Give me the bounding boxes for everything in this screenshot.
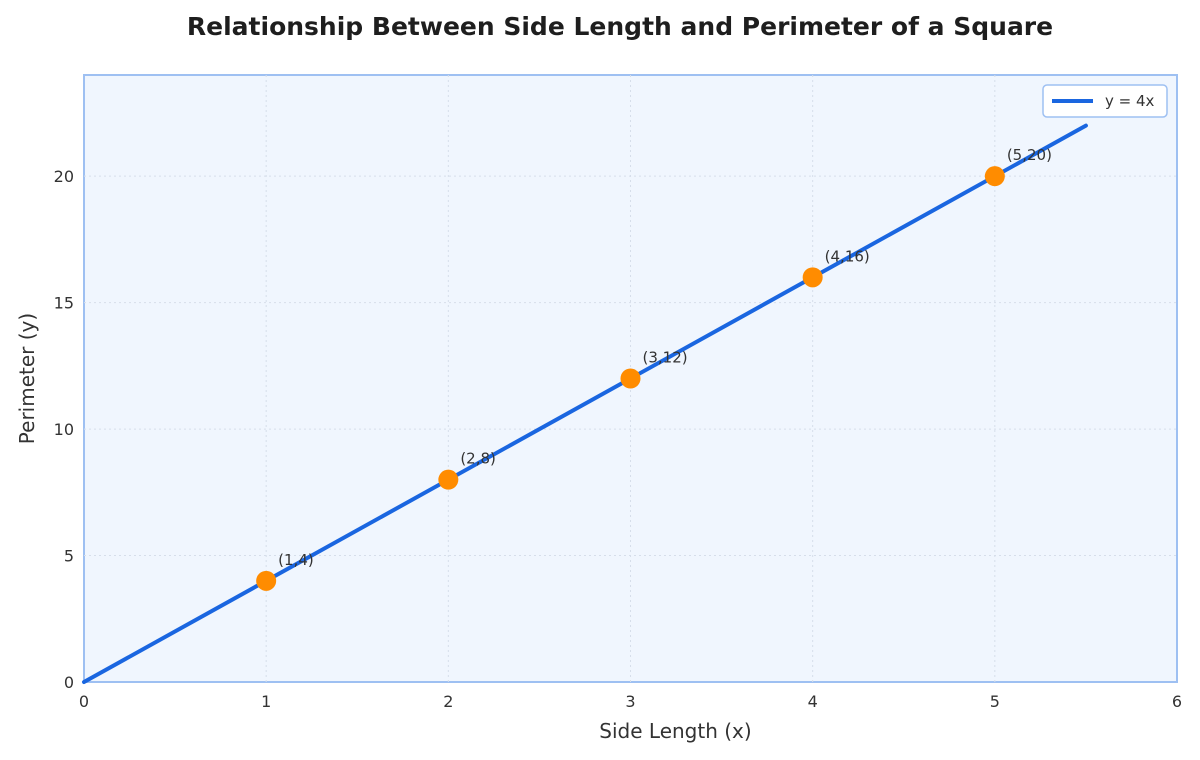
- x-tick-label: 0: [79, 692, 89, 711]
- y-tick-label: 5: [64, 547, 74, 566]
- data-point: [984, 166, 1005, 187]
- x-tick-label: 4: [808, 692, 818, 711]
- x-tick-label: 1: [261, 692, 271, 711]
- x-axis-label: Side Length (x): [599, 719, 751, 743]
- data-point: [802, 267, 823, 288]
- data-point-label: (2,8): [460, 450, 496, 468]
- y-axis-label: Perimeter (y): [15, 313, 39, 444]
- legend-box: [1042, 84, 1168, 118]
- axis-ticks: 0 1 2 3 4 5 6 0 5 10 15 20: [54, 167, 1182, 711]
- x-tick-label: 5: [990, 692, 1000, 711]
- data-point-label: (4,16): [825, 247, 870, 265]
- series: [82, 123, 1088, 684]
- y-tick-label: 0: [64, 673, 74, 692]
- chart-title: Relationship Between Side Length and Per…: [186, 12, 1054, 41]
- data-points: [256, 166, 1005, 591]
- data-point-labels: (1,4) (2,8) (3,12) (4,16) (5,20): [278, 146, 1052, 569]
- x-tick-label: 6: [1172, 692, 1182, 711]
- y-tick-label: 15: [54, 294, 74, 313]
- x-tick-label: 2: [443, 692, 453, 711]
- legend: y = 4x: [1042, 84, 1168, 118]
- data-point-label: (5,20): [1007, 146, 1052, 164]
- data-point: [620, 368, 641, 389]
- legend-label: y = 4x: [1105, 92, 1155, 110]
- data-point-label: (3,12): [643, 349, 688, 367]
- y-tick-label: 20: [54, 167, 74, 186]
- x-tick-label: 3: [625, 692, 635, 711]
- series-line: [82, 123, 1088, 684]
- data-point: [256, 570, 277, 591]
- data-point: [438, 469, 459, 490]
- y-tick-label: 10: [54, 420, 74, 439]
- data-point-label: (1,4): [278, 551, 314, 569]
